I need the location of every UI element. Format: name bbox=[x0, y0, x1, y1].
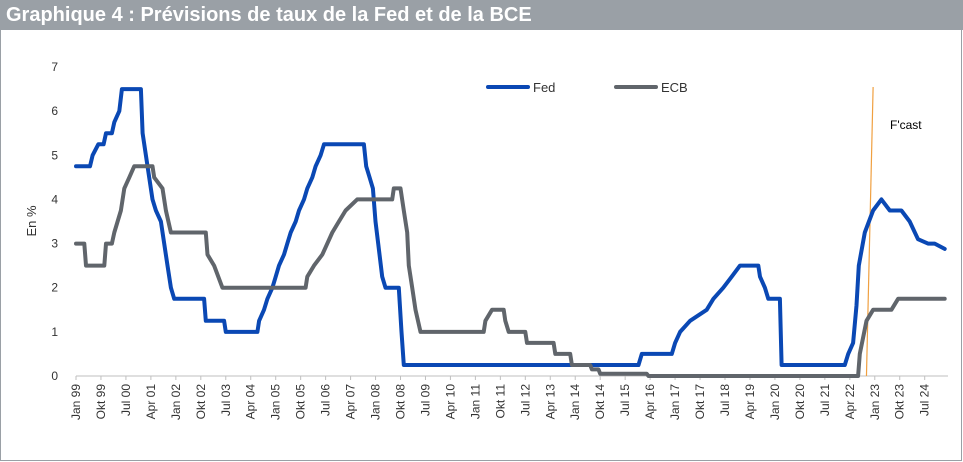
x-tick-label: Apr 01 bbox=[144, 384, 158, 420]
series-lines bbox=[74, 87, 947, 378]
x-tick-label: Okt 14 bbox=[593, 384, 607, 420]
x-tick-label: Jan 99 bbox=[69, 384, 83, 420]
y-tick-label: 0 bbox=[51, 369, 58, 383]
x-tick-label: Okt 99 bbox=[94, 384, 108, 420]
y-tick-label: 2 bbox=[51, 281, 58, 295]
x-tick-label: Jul 03 bbox=[219, 384, 233, 416]
x-tick-label: Jan 08 bbox=[369, 384, 383, 420]
x-axis-ticks: Jan 99 Okt 99 Jul 00 Apr 01 Jan 02 Okt 02 Jul … bbox=[69, 376, 932, 420]
forecast-label: F'cast bbox=[890, 118, 922, 132]
x-tick-label: Jul 18 bbox=[718, 384, 732, 416]
x-tick-label: Apr 13 bbox=[543, 384, 557, 420]
series-line-fed bbox=[74, 87, 947, 367]
x-tick-label: Apr 22 bbox=[843, 384, 857, 420]
x-tick-label: Jul 00 bbox=[119, 384, 133, 416]
x-tick-label: Okt 17 bbox=[693, 384, 707, 420]
x-tick-label: Okt 08 bbox=[394, 384, 408, 420]
x-tick-label: Apr 19 bbox=[743, 384, 757, 420]
x-tick-label: Jan 17 bbox=[668, 384, 682, 420]
series-line-ecb bbox=[74, 164, 947, 378]
x-tick-label: Jul 09 bbox=[418, 384, 432, 416]
forecast-divider-line bbox=[865, 86, 874, 377]
y-axis-ticks: 0 1 2 3 4 5 6 7 bbox=[51, 60, 58, 383]
x-tick-label: Okt 11 bbox=[493, 384, 507, 419]
x-tick-label: Apr 16 bbox=[643, 384, 657, 420]
x-tick-label: Apr 10 bbox=[443, 384, 457, 420]
x-tick-label: Jan 20 bbox=[768, 384, 782, 420]
x-tick-label: Jan 02 bbox=[169, 384, 183, 420]
y-tick-label: 3 bbox=[51, 237, 58, 251]
x-tick-label: Okt 20 bbox=[793, 384, 807, 420]
y-tick-label: 1 bbox=[51, 325, 58, 339]
y-tick-label: 4 bbox=[51, 192, 58, 206]
legend: Fed ECB bbox=[486, 80, 688, 95]
x-tick-label: Jan 14 bbox=[568, 384, 582, 420]
chart-frame bbox=[0, 30, 962, 461]
x-tick-label: Apr 04 bbox=[244, 384, 258, 420]
x-tick-label: Okt 23 bbox=[893, 384, 907, 420]
y-tick-label: 6 bbox=[51, 104, 58, 118]
x-tick-label: Jan 23 bbox=[868, 384, 882, 420]
chart-title: Graphique 4 : Prévisions de taux de la F… bbox=[0, 0, 963, 30]
x-tick-label: Jul 12 bbox=[518, 384, 532, 416]
x-tick-label: Jan 11 bbox=[468, 384, 482, 419]
x-tick-label: Jul 24 bbox=[918, 384, 932, 416]
x-tick-label: Apr 07 bbox=[344, 384, 358, 420]
y-tick-label: 7 bbox=[51, 60, 58, 74]
x-tick-label: Okt 05 bbox=[294, 384, 308, 420]
legend-label-ecb: ECB bbox=[661, 80, 688, 95]
x-tick-label: Okt 02 bbox=[194, 384, 208, 420]
x-tick-label: Jul 21 bbox=[818, 384, 832, 416]
legend-label-fed: Fed bbox=[533, 80, 555, 95]
y-axis-label: En % bbox=[24, 205, 39, 237]
x-tick-label: Jul 06 bbox=[319, 384, 333, 416]
x-tick-label: Jul 15 bbox=[618, 384, 632, 416]
y-tick-label: 5 bbox=[51, 148, 58, 162]
x-tick-label: Jan 05 bbox=[269, 384, 283, 420]
